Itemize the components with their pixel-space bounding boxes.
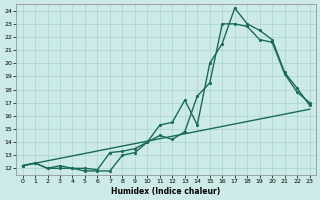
X-axis label: Humidex (Indice chaleur): Humidex (Indice chaleur)	[111, 187, 221, 196]
